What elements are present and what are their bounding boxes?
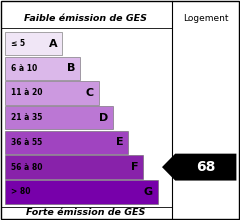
Bar xyxy=(5,57,80,80)
Text: D: D xyxy=(99,113,108,123)
Bar xyxy=(5,180,158,204)
Bar xyxy=(5,155,143,179)
Bar xyxy=(5,131,128,154)
Text: B: B xyxy=(67,63,76,73)
Text: A: A xyxy=(49,38,58,49)
Bar xyxy=(5,32,62,55)
Bar xyxy=(5,106,113,129)
Text: 6 à 10: 6 à 10 xyxy=(11,64,37,73)
Text: Forte émission de GES: Forte émission de GES xyxy=(26,208,145,217)
Text: E: E xyxy=(116,138,123,147)
Text: 11 à 20: 11 à 20 xyxy=(11,88,42,97)
Text: 68: 68 xyxy=(196,160,216,174)
Text: > 80: > 80 xyxy=(11,187,30,196)
Bar xyxy=(5,81,98,105)
Text: Faible émission de GES: Faible émission de GES xyxy=(24,14,147,23)
Text: F: F xyxy=(131,162,138,172)
Text: 56 à 80: 56 à 80 xyxy=(11,163,42,172)
Text: Logement: Logement xyxy=(183,14,228,23)
Text: ≤ 5: ≤ 5 xyxy=(11,39,25,48)
Text: 21 à 35: 21 à 35 xyxy=(11,113,42,122)
Text: G: G xyxy=(144,187,153,197)
Text: C: C xyxy=(86,88,94,98)
Polygon shape xyxy=(162,154,236,181)
Text: 36 à 55: 36 à 55 xyxy=(11,138,42,147)
